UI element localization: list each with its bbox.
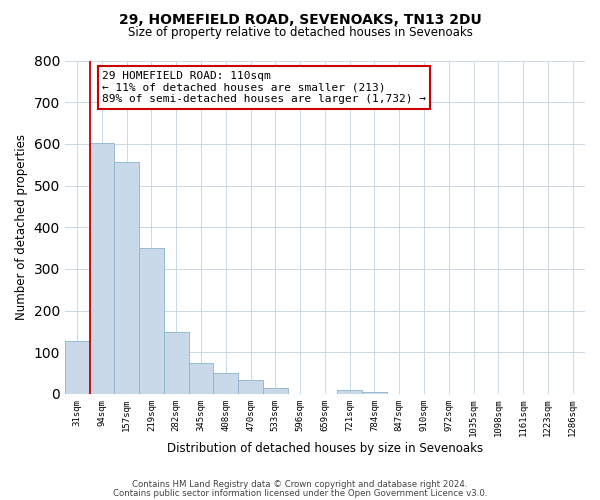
Bar [362,392,387,394]
Bar [337,390,362,394]
Bar [238,380,263,394]
Y-axis label: Number of detached properties: Number of detached properties [15,134,28,320]
Text: Contains public sector information licensed under the Open Government Licence v3: Contains public sector information licen… [113,488,487,498]
Text: Size of property relative to detached houses in Sevenoaks: Size of property relative to detached ho… [128,26,472,39]
X-axis label: Distribution of detached houses by size in Sevenoaks: Distribution of detached houses by size … [167,442,483,455]
Bar [89,144,115,394]
Bar [214,373,238,394]
Text: 29 HOMEFIELD ROAD: 110sqm
← 11% of detached houses are smaller (213)
89% of semi: 29 HOMEFIELD ROAD: 110sqm ← 11% of detac… [102,71,426,104]
Bar [115,162,139,394]
Bar [188,362,214,394]
Bar [263,388,288,394]
Bar [65,340,89,394]
Text: 29, HOMEFIELD ROAD, SEVENOAKS, TN13 2DU: 29, HOMEFIELD ROAD, SEVENOAKS, TN13 2DU [119,12,481,26]
Bar [164,332,188,394]
Text: Contains HM Land Registry data © Crown copyright and database right 2024.: Contains HM Land Registry data © Crown c… [132,480,468,489]
Bar [139,248,164,394]
